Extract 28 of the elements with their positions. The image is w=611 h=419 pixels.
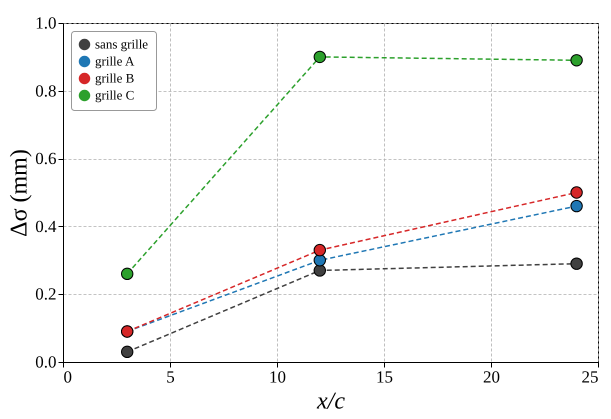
legend-label: sans grille xyxy=(95,36,148,52)
point xyxy=(314,244,326,256)
point xyxy=(314,50,326,64)
y-axis-title: Δσ (mm) xyxy=(6,149,32,237)
y-tick-label: 1.0 xyxy=(35,14,56,32)
point xyxy=(121,346,134,358)
y-tick-label: 0.2 xyxy=(35,284,56,304)
point xyxy=(570,200,583,212)
x-tick-label: 25 xyxy=(582,368,598,386)
x-tick-label: 0 xyxy=(64,368,72,386)
point xyxy=(570,186,583,199)
x-tick-label: 5 xyxy=(166,368,175,386)
legend-label: grille A xyxy=(95,54,135,68)
y-tick-label: 0.8 xyxy=(35,81,56,100)
x-tick-label: 15 xyxy=(376,368,393,386)
legend-label: grille C xyxy=(95,88,134,102)
y-tick-label: 0.0 xyxy=(35,352,56,372)
point xyxy=(314,264,326,277)
point xyxy=(570,258,583,270)
x-tick-label: 20 xyxy=(483,368,500,386)
x-tick-label: 10 xyxy=(269,368,286,386)
point xyxy=(121,268,134,280)
y-tick-label: 0.4 xyxy=(35,216,57,236)
point xyxy=(314,254,326,266)
point xyxy=(570,54,583,66)
y-tick-label: 0.6 xyxy=(35,149,56,168)
legend-label: grille B xyxy=(95,70,135,86)
x-axis-title: x/c xyxy=(316,388,346,414)
